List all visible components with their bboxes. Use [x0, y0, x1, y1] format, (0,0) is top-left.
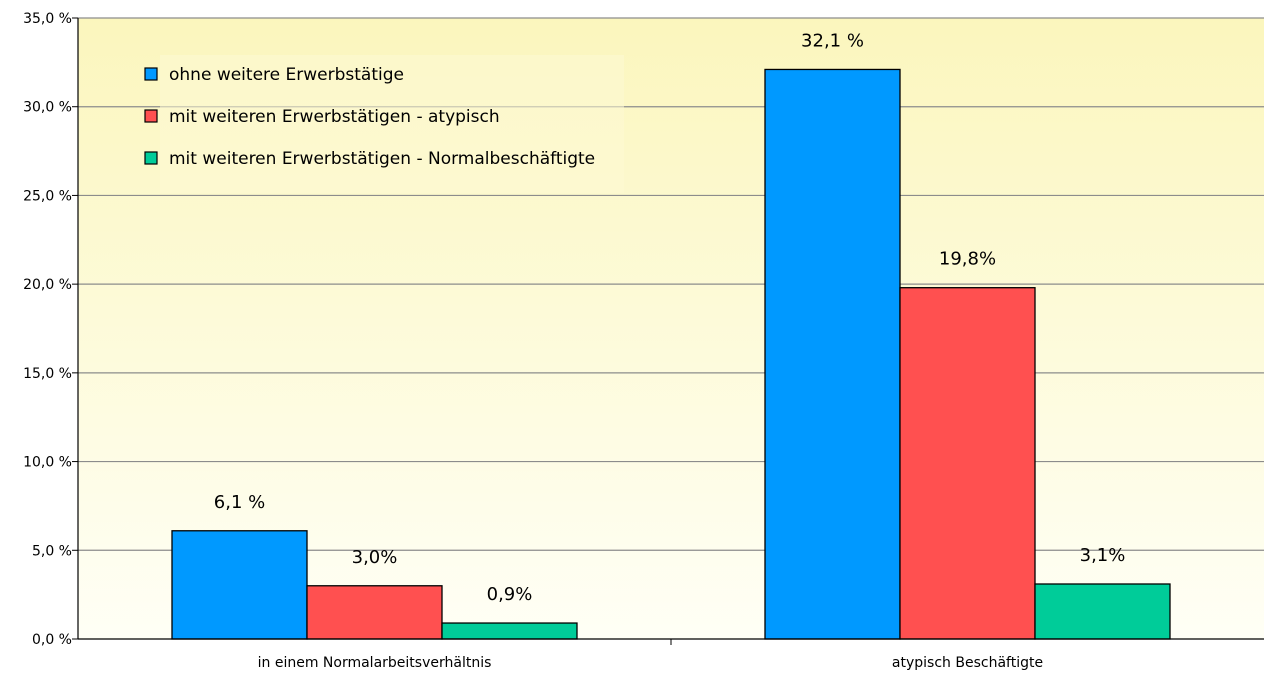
legend-swatch-2 — [144, 109, 158, 123]
bar-3-1 — [441, 622, 578, 640]
data-label-2-2: 19,8% — [939, 249, 996, 270]
data-label-2-1: 3,0% — [352, 547, 398, 568]
y-tick-label-5: 25,0 % — [23, 188, 72, 204]
y-tick-label-2: 10,0 % — [23, 455, 72, 471]
category-label-1: atypisch Beschäftigte — [892, 655, 1043, 671]
data-label-1-2: 32,1 % — [801, 30, 864, 51]
y-tick-label-3: 15,0 % — [23, 366, 72, 382]
y-tick-label-7: 35,0 % — [23, 11, 72, 27]
legend-swatch-1 — [144, 67, 158, 81]
data-label-3-1: 0,9% — [487, 584, 533, 605]
bar-1-2 — [764, 68, 901, 640]
y-tick-label-6: 30,0 % — [23, 100, 72, 116]
data-label-1-1: 6,1 % — [214, 492, 265, 513]
data-label-3-2: 3,1% — [1080, 545, 1126, 566]
y-tick-label-0: 0,0 % — [32, 632, 72, 648]
bar-2-2 — [899, 287, 1036, 640]
bar-2-1 — [306, 585, 443, 640]
y-tick-label-4: 20,0 % — [23, 277, 72, 293]
legend-box — [160, 55, 624, 193]
legend-label-1: ohne weitere Erwerbstätige — [169, 65, 404, 85]
legend-label-2: mit weiteren Erwerbstätigen - atypisch — [169, 107, 500, 127]
bar-1-1 — [171, 530, 308, 640]
category-label-0: in einem Normalarbeitsverhältnis — [258, 655, 492, 671]
y-tick-label-1: 5,0 % — [32, 543, 72, 559]
legend-label-3: mit weiteren Erwerbstätigen - Normalbesc… — [169, 149, 595, 169]
bar-3-2 — [1034, 583, 1171, 640]
legend-swatch-3 — [144, 151, 158, 165]
